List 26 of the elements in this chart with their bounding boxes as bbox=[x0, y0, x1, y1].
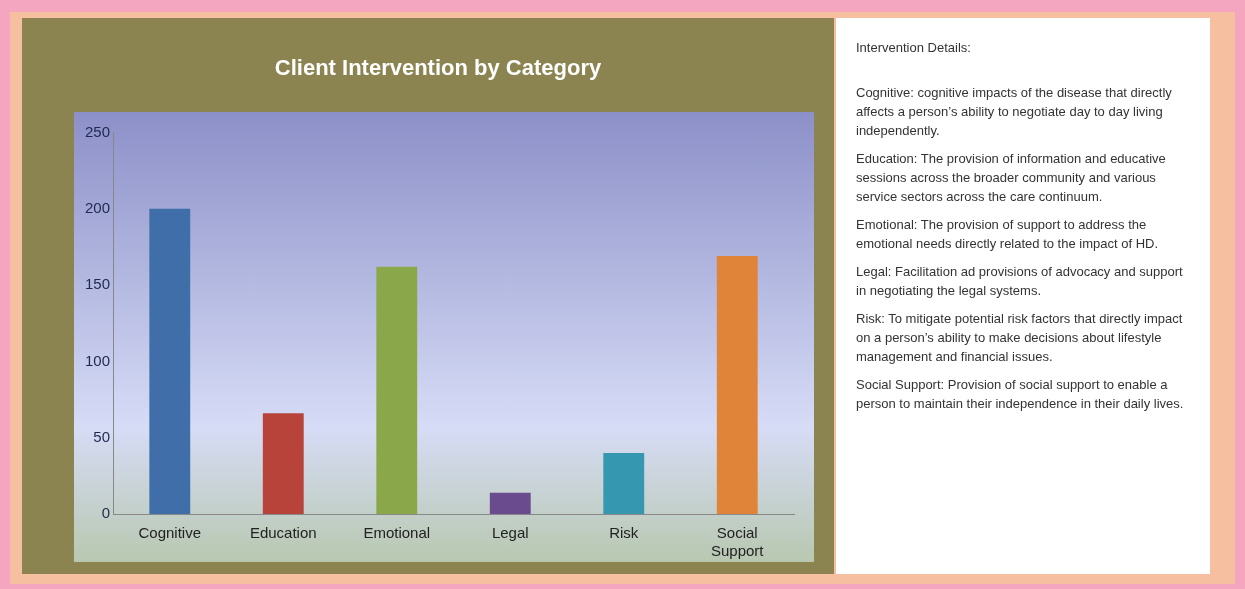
bar bbox=[716, 256, 758, 514]
text: Social Support: Provision of social support to enable a person to maintain their independence in their daily lives. bbox=[856, 376, 1185, 413]
bar bbox=[262, 413, 304, 514]
x-tick-label: Emotional bbox=[363, 524, 431, 542]
y-tick-label: 200 bbox=[85, 198, 111, 216]
y-tick-label: 100 bbox=[85, 351, 111, 369]
x-tick-label: Social Support bbox=[710, 524, 765, 560]
y-tick-label: 250 bbox=[85, 122, 111, 140]
y-tick-label: 150 bbox=[85, 275, 111, 293]
bar bbox=[603, 452, 645, 514]
text: Education: The provision of information and educative sessions across the broader community and various service sectors across the care continuum. bbox=[856, 150, 1167, 206]
x-tick-label: Education bbox=[249, 524, 317, 542]
x-tick-label: Cognitive bbox=[138, 524, 202, 542]
x-tick-label: Legal bbox=[491, 524, 529, 542]
y-tick-label: 0 bbox=[101, 504, 111, 522]
chart-title: Client Intervention by Category bbox=[274, 55, 602, 81]
text: Cognitive: cognitive impacts of the disease that directly affects a person’s ability to negotiate day to day living independently. bbox=[856, 84, 1173, 140]
text: Legal: Facilitation ad provisions of advocacy and support in negotiating the legal systems. bbox=[856, 263, 1184, 300]
y-tick-label: 50 bbox=[93, 427, 111, 445]
bar bbox=[489, 492, 531, 514]
text: Emotional: The provision of support to address the emotional needs directly related to the impact of HD. bbox=[856, 216, 1160, 253]
x-tick-label: Risk bbox=[609, 524, 639, 542]
bar bbox=[149, 208, 191, 514]
text: Risk: To mitigate potential risk factors that directly impact on a person’s ability to make decisions about lifestyle management and financial issues. bbox=[856, 310, 1184, 366]
text: Intervention Details: bbox=[856, 39, 972, 57]
bar bbox=[376, 266, 418, 514]
